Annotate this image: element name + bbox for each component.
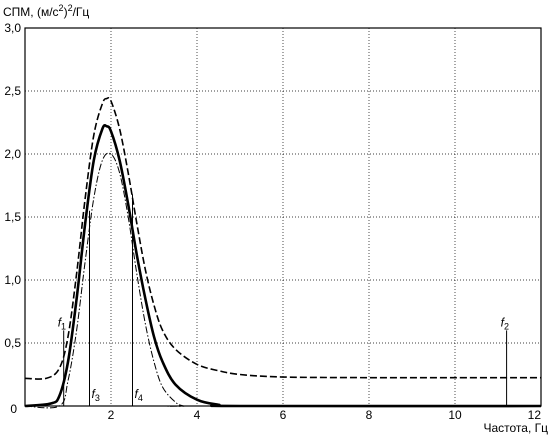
y-tick-label: 2,0 [4,147,21,161]
y-tick-label: 3,0 [4,21,21,35]
y-tick-label: 1,0 [4,273,21,287]
plot-frame [24,27,542,407]
y-tick-label: 2,5 [4,84,21,98]
grid [25,28,541,406]
x-tick-label: 10 [448,408,462,422]
x-axis-label: Частота, Гц [483,421,548,435]
y-tick-label: 1,5 [4,210,21,224]
series-line-dashed [24,96,541,380]
marker-label-f3: f3 [92,387,100,403]
x-tick-label: 12 [528,408,542,422]
origin-label: 0 [10,402,17,416]
x-tick-label: 2 [108,408,115,422]
x-tick-label: 4 [194,408,201,422]
y-axis-label: СПМ, (м/с2)2/Гц [3,3,89,19]
marker-label-f2: f2 [501,315,509,331]
x-tick-label: 8 [366,408,373,422]
markers-group: f1 f3 f4 f2 [58,194,509,406]
x-tick-label: 6 [280,408,287,422]
marker-label-f1: f1 [58,315,66,331]
marker-label-f4: f4 [135,387,143,403]
y-tick-label: 0,5 [4,336,21,350]
series-line-solid [24,124,542,408]
ticks-group: 2 4 6 8 10 12 0,5 1,0 1,5 2,0 2,5 3,0 [4,21,541,422]
